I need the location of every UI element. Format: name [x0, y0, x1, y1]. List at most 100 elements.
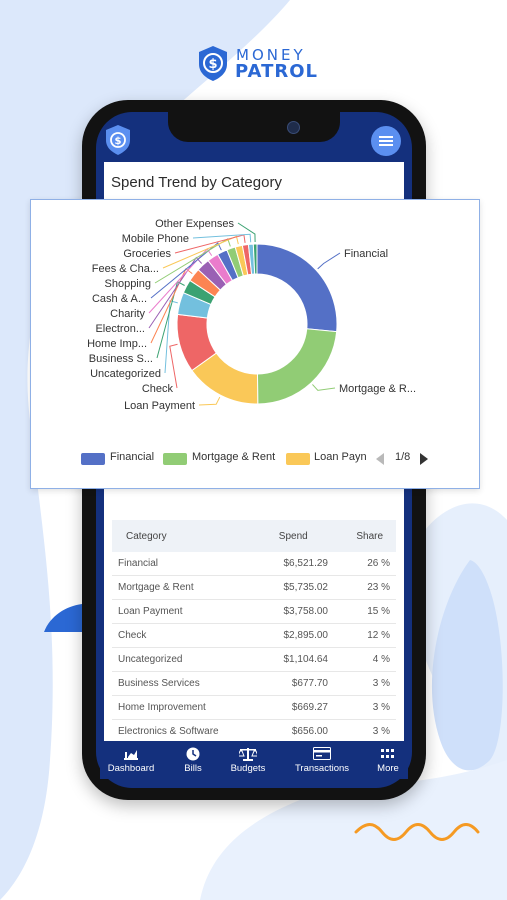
header-category[interactable]: Category [126, 530, 167, 542]
cell-spend: $656.00 [291, 726, 328, 737]
nav-label: More [377, 763, 399, 774]
cell-share: 12 % [367, 630, 390, 641]
cell-category: Check [118, 630, 147, 641]
cell-spend: $2,895.00 [283, 630, 329, 641]
leader-line-3 [169, 343, 178, 389]
nav-transactions[interactable]: Transactions [290, 741, 354, 779]
nav-label: Bills [184, 763, 202, 774]
svg-text:$: $ [115, 136, 122, 147]
table-body: Financial $6,521.29 26 % Mortgage & Rent $5,… [112, 552, 396, 744]
menu-button[interactable] [371, 126, 401, 156]
category-table: Category Spend Share Financial $6,521.29 2… [112, 520, 396, 744]
brand-name-line1: MONEY [236, 46, 306, 64]
cell-category: Electronics & Software [118, 726, 219, 737]
legend-label-mortgage[interactable]: Mortgage & Rent [192, 451, 276, 463]
slice-label-2: Loan Payment [124, 400, 195, 412]
cell-category: Business Services [118, 678, 200, 689]
table-row[interactable]: Home Improvement $669.27 3 % [112, 696, 396, 720]
slice-label-13: Mobile Phone [122, 233, 189, 245]
hamburger-icon-line [379, 144, 393, 146]
cell-share: 3 % [372, 726, 390, 737]
cell-share: 4 % [372, 654, 390, 665]
donut-slice-0[interactable] [256, 243, 338, 333]
slice-label-14: Other Expenses [155, 218, 234, 230]
leader-line-4 [164, 300, 178, 374]
scale-icon [237, 748, 259, 761]
leader-line-9 [150, 242, 222, 299]
nav-budgets[interactable]: Budgets [226, 741, 270, 779]
hamburger-icon [379, 136, 393, 138]
slice-label-1: Mortgage & R... [339, 383, 416, 395]
slice-label-7: Electron... [95, 323, 145, 335]
slice-label-10: Shopping [105, 278, 152, 290]
cell-category: Home Improvement [118, 702, 206, 713]
nav-more[interactable]: More [370, 741, 406, 779]
cell-category: Uncategorized [118, 654, 183, 665]
cell-spend: $3,758.00 [283, 606, 329, 617]
leader-line-14 [237, 222, 256, 243]
cell-spend: $6,521.29 [283, 558, 329, 569]
grid-icon [381, 749, 394, 758]
slice-label-9: Cash & A... [92, 293, 147, 305]
table-row[interactable]: Business Services $677.70 3 % [112, 672, 396, 696]
card-icon [313, 747, 331, 760]
nav-label: Transactions [294, 763, 350, 774]
camera-dot [287, 121, 300, 134]
slice-label-5: Business S... [89, 353, 153, 365]
table-row[interactable]: Check $2,895.00 12 % [112, 624, 396, 648]
leader-line-13 [192, 233, 252, 243]
cell-spend: $669.27 [291, 702, 328, 713]
bottom-nav: Dashboard Bills Budgets Transactions Mor… [100, 741, 408, 779]
shield-dollar-icon: $ [199, 46, 227, 81]
legend-swatch-mortgage[interactable] [163, 453, 187, 465]
legend-next-icon[interactable] [419, 453, 429, 465]
card-title: Spend Trend by Category [111, 174, 282, 191]
app-shield-icon[interactable]: $ [104, 124, 132, 156]
leader-line-1 [312, 384, 336, 391]
cell-spend: $1,104.64 [283, 654, 329, 665]
chart-icon [124, 750, 138, 760]
cell-spend: $5,735.02 [283, 582, 329, 593]
slice-label-8: Charity [110, 308, 145, 320]
cell-share: 15 % [367, 606, 390, 617]
leader-line-0 [317, 252, 341, 270]
hamburger-icon-line [379, 140, 393, 142]
donut-slice-14[interactable] [252, 243, 258, 275]
legend-label-loan[interactable]: Loan Payn [314, 451, 367, 463]
cell-category: Financial [118, 558, 159, 569]
table-row[interactable]: Loan Payment $3,758.00 15 % [112, 600, 396, 624]
legend-swatch-loan[interactable] [286, 453, 310, 465]
cell-share: 23 % [367, 582, 390, 593]
nav-label: Dashboard [107, 763, 155, 774]
cell-category: Loan Payment [118, 606, 183, 617]
slice-label-6: Home Imp... [87, 338, 147, 350]
slice-label-12: Groceries [123, 248, 171, 260]
table-row[interactable]: Financial $6,521.29 26 % [112, 552, 396, 576]
brand-logo: $ MONEY PATROL [196, 44, 326, 84]
header-share[interactable]: Share [356, 530, 384, 542]
leader-line-2 [198, 396, 221, 406]
nav-bills[interactable]: Bills [176, 741, 210, 779]
nav-dashboard[interactable]: Dashboard [102, 741, 160, 779]
table-row[interactable]: Mortgage & Rent $5,735.02 23 % [112, 576, 396, 600]
donut-chart: Financial Mortgage & R... Loan Payment Chec… [87, 218, 416, 412]
legend-prev-icon[interactable] [375, 453, 385, 465]
leader-line-11 [162, 235, 239, 269]
table-row[interactable]: Uncategorized $1,104.64 4 % [112, 648, 396, 672]
cell-share: 26 % [367, 558, 390, 569]
header-spend[interactable]: Spend [278, 530, 308, 542]
svg-text:$: $ [208, 57, 217, 72]
cell-share: 3 % [372, 702, 390, 713]
cell-share: 3 % [372, 678, 390, 689]
brand-name-line2: PATROL [235, 61, 318, 82]
slice-label-4: Uncategorized [90, 368, 161, 380]
legend-label-financial[interactable]: Financial [110, 451, 155, 463]
legend-swatch-financial[interactable] [81, 453, 105, 465]
slice-label-11: Fees & Cha... [92, 263, 159, 275]
slice-label-3: Check [142, 383, 174, 395]
slice-label-0: Financial [344, 248, 388, 260]
phone-notch [168, 112, 340, 142]
donut-slice-1[interactable] [256, 328, 338, 405]
legend-page-indicator: 1/8 [395, 451, 411, 463]
